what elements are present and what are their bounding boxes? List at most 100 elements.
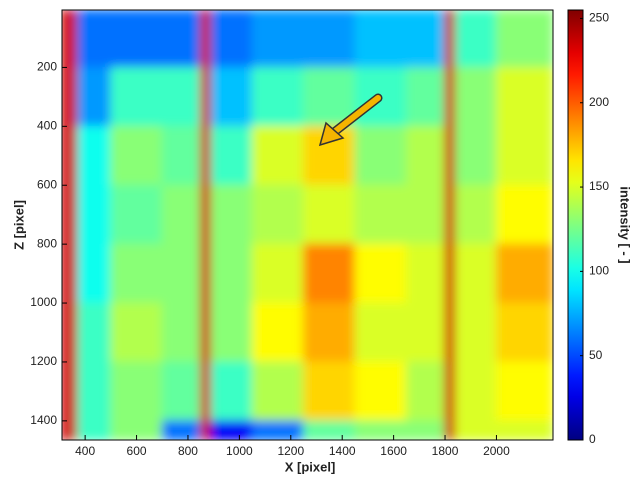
heat-cell — [200, 66, 212, 127]
colorbar-tick-label: 250 — [589, 11, 609, 25]
x-tick-label: 1000 — [226, 444, 253, 458]
colorbar-tick-label: 0 — [589, 432, 596, 446]
heat-cell — [405, 66, 446, 127]
heat-cell — [76, 184, 112, 245]
heat-cell — [454, 243, 497, 304]
heat-cell — [354, 125, 407, 186]
heat-cell — [444, 125, 456, 186]
colorbar-label: intensity [ - ] — [618, 186, 633, 263]
x-tick-label: 800 — [178, 444, 198, 458]
heat-cell — [444, 361, 456, 422]
heat-cell — [76, 361, 112, 422]
colorbar — [567, 9, 584, 441]
heat-cell — [110, 184, 163, 245]
x-tick-label: 600 — [127, 444, 147, 458]
heat-cell — [110, 361, 163, 422]
heat-cell — [405, 10, 446, 68]
heat-cell — [62, 302, 78, 363]
y-tick-label: 1200 — [30, 354, 57, 368]
heat-cell — [454, 125, 497, 186]
heat-cell — [405, 125, 446, 186]
heat-cell — [495, 361, 553, 422]
heat-cell — [62, 243, 78, 304]
heat-cell — [161, 66, 202, 127]
heatmap — [62, 10, 553, 440]
heat-cell — [76, 302, 112, 363]
colorbar-tick-label: 200 — [589, 95, 609, 109]
heat-cell — [405, 302, 446, 363]
heat-cell — [444, 302, 456, 363]
heat-cell — [76, 243, 112, 304]
colorbar-tick-label: 100 — [589, 264, 609, 278]
heat-cell — [444, 420, 456, 440]
colorbar-tick-label: 50 — [589, 348, 603, 362]
heat-cell — [251, 66, 305, 127]
y-tick-label: 200 — [37, 60, 57, 74]
heat-cell — [354, 184, 407, 245]
plot-frame — [61, 9, 554, 441]
heat-cell — [405, 184, 446, 245]
heat-cell — [110, 125, 163, 186]
heat-cell — [210, 125, 253, 186]
heat-cell — [200, 184, 212, 245]
x-tick-label: 1800 — [432, 444, 459, 458]
heat-cell — [251, 361, 305, 422]
y-tick-label: 1000 — [30, 295, 57, 309]
heat-cell — [303, 361, 356, 422]
heat-cell — [405, 420, 446, 440]
heat-cell — [210, 243, 253, 304]
heat-cell — [303, 184, 356, 245]
heat-cell — [251, 10, 305, 68]
heat-cell — [251, 420, 305, 440]
heat-cell — [444, 10, 456, 68]
heat-cell — [62, 361, 78, 422]
heat-cell — [354, 361, 407, 422]
heat-cell — [210, 10, 253, 68]
x-tick-label: 1600 — [380, 444, 407, 458]
heat-cell — [62, 10, 78, 68]
y-tick-label: 400 — [37, 119, 57, 133]
y-tick-label: 800 — [37, 236, 57, 250]
heat-cell — [62, 125, 78, 186]
heat-cell — [76, 10, 112, 68]
heat-cell — [200, 361, 212, 422]
heat-cell — [110, 302, 163, 363]
heat-cell — [354, 420, 407, 440]
heat-cell — [200, 243, 212, 304]
x-tick-label: 1400 — [329, 444, 356, 458]
heat-cell — [444, 243, 456, 304]
heat-cell — [354, 302, 407, 363]
x-axis-label: X [pixel] — [285, 459, 336, 474]
heat-cell — [161, 184, 202, 245]
heat-cell — [303, 10, 356, 68]
heat-cell — [444, 66, 456, 127]
heat-cell — [454, 184, 497, 245]
heat-cell — [444, 184, 456, 245]
heat-cell — [251, 125, 305, 186]
heat-cell — [76, 66, 112, 127]
heat-cell — [303, 420, 356, 440]
heat-cell — [161, 10, 202, 68]
heat-cell — [454, 361, 497, 422]
heat-cell — [76, 420, 112, 440]
x-tick-label: 400 — [75, 444, 95, 458]
heat-cell — [210, 184, 253, 245]
heat-cell — [405, 243, 446, 304]
heat-cell — [454, 66, 497, 127]
heat-cell — [495, 302, 553, 363]
heat-cell — [210, 66, 253, 127]
heat-cell — [161, 361, 202, 422]
heat-cell — [454, 420, 497, 440]
heat-cell — [210, 302, 253, 363]
heat-cell — [110, 243, 163, 304]
heat-cell — [210, 420, 253, 440]
heat-cell — [62, 66, 78, 127]
heat-cell — [495, 66, 553, 127]
colorbar-tick-label: 150 — [589, 179, 609, 193]
heat-cell — [200, 302, 212, 363]
heat-cell — [454, 302, 497, 363]
heat-cell — [495, 420, 553, 440]
heat-cell — [161, 420, 202, 440]
heat-cell — [76, 125, 112, 186]
